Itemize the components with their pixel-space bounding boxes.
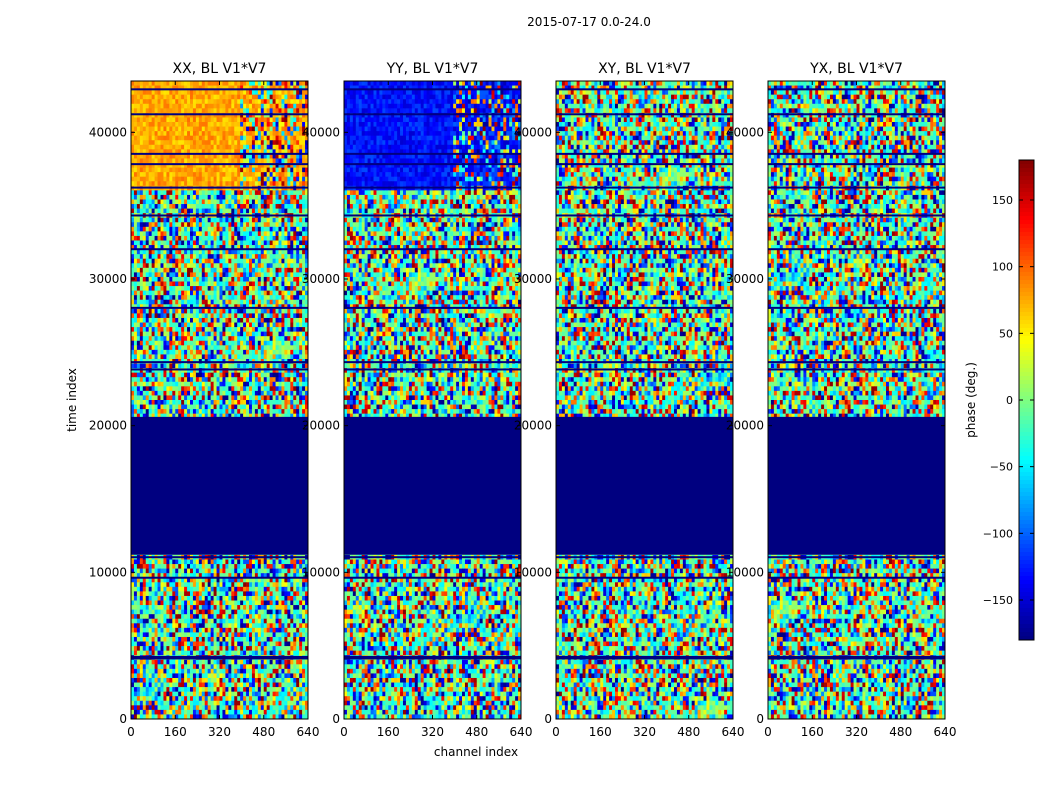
flagged-region <box>344 418 521 555</box>
y-tick-label: 20000 <box>302 419 340 433</box>
panels-group: XX, BL V1*V7 0 160 320 480 640 0 10000 20000 3000… <box>89 61 957 739</box>
y-tick-label: 40000 <box>302 125 340 139</box>
colorbar-tick-label: 0 <box>1006 394 1013 407</box>
y-tick-label: 10000 <box>89 565 127 579</box>
colorbar-gradient <box>1019 160 1034 641</box>
x-tick-label: 0 <box>127 725 135 739</box>
x-tick-label: 320 <box>845 725 868 739</box>
y-tick-label: 20000 <box>726 419 764 433</box>
x-tick-label: 640 <box>934 725 957 739</box>
heatmap-image <box>768 81 945 719</box>
heatmap-image <box>131 81 308 719</box>
colorbar-tick-label: −50 <box>990 461 1013 474</box>
x-tick-label: 640 <box>297 725 320 739</box>
y-tick-label: 40000 <box>726 125 764 139</box>
x-tick-label: 320 <box>421 725 444 739</box>
heatmap-image <box>344 81 521 719</box>
y-tick-label: 10000 <box>726 565 764 579</box>
panel-4: YX, BL V1*V7 0 160 320 480 640 0 10000 20000 3000… <box>726 61 957 739</box>
flagged-region <box>556 418 733 555</box>
x-tick-label: 0 <box>340 725 348 739</box>
figure-suptitle: 2015-07-17 0.0-24.0 <box>527 15 651 29</box>
y-tick-label: 0 <box>544 712 552 726</box>
colorbar-tick-label: −100 <box>983 527 1013 540</box>
x-tick-label: 160 <box>164 725 187 739</box>
y-tick-label: 30000 <box>302 272 340 286</box>
panel-title: YY, BL V1*V7 <box>386 61 479 77</box>
x-tick-label: 160 <box>801 725 824 739</box>
colorbar: −150 −100 −50 0 50 100 150 phase (deg.) <box>964 159 1035 641</box>
colorbar-tick-label: −150 <box>983 594 1013 607</box>
y-tick-label: 20000 <box>514 419 552 433</box>
colorbar-tick-label: 50 <box>999 327 1013 340</box>
y-tick-label: 30000 <box>726 272 764 286</box>
y-tick-label: 40000 <box>514 125 552 139</box>
y-tick-label: 0 <box>756 712 764 726</box>
y-tick-label: 10000 <box>514 565 552 579</box>
y-tick-label: 20000 <box>89 419 127 433</box>
panel-title: XY, BL V1*V7 <box>598 61 691 77</box>
x-tick-label: 480 <box>677 725 700 739</box>
x-tick-label: 320 <box>208 725 231 739</box>
y-axis-label: time index <box>65 368 79 432</box>
colorbar-tick-label: 150 <box>992 194 1013 207</box>
panel-2: YY, BL V1*V7 0 160 320 480 640 0 10000 20000 3000… <box>302 61 533 739</box>
heatmap-image <box>556 81 733 719</box>
x-tick-label: 0 <box>764 725 772 739</box>
colorbar-label: phase (deg.) <box>964 362 978 438</box>
y-tick-label: 30000 <box>89 272 127 286</box>
x-axis-label: channel index <box>434 745 518 759</box>
x-tick-label: 0 <box>552 725 560 739</box>
flagged-region <box>768 418 945 555</box>
y-tick-label: 40000 <box>89 125 127 139</box>
panel-3: XY, BL V1*V7 0 160 320 480 640 0 10000 20000 3000… <box>514 61 745 739</box>
panel-1: XX, BL V1*V7 0 160 320 480 640 0 10000 20000 3000… <box>89 61 320 739</box>
x-tick-label: 480 <box>889 725 912 739</box>
y-tick-label: 30000 <box>514 272 552 286</box>
x-tick-label: 640 <box>510 725 533 739</box>
x-tick-label: 480 <box>465 725 488 739</box>
x-tick-label: 160 <box>377 725 400 739</box>
y-tick-label: 10000 <box>302 565 340 579</box>
x-tick-label: 160 <box>589 725 612 739</box>
y-tick-label: 0 <box>119 712 127 726</box>
panel-title: YX, BL V1*V7 <box>809 61 903 77</box>
colorbar-tick-label: 100 <box>992 261 1013 274</box>
x-tick-label: 320 <box>633 725 656 739</box>
x-tick-label: 480 <box>252 725 275 739</box>
y-tick-label: 0 <box>332 712 340 726</box>
flagged-region <box>131 418 308 555</box>
x-tick-label: 640 <box>722 725 745 739</box>
panel-title: XX, BL V1*V7 <box>173 61 267 77</box>
